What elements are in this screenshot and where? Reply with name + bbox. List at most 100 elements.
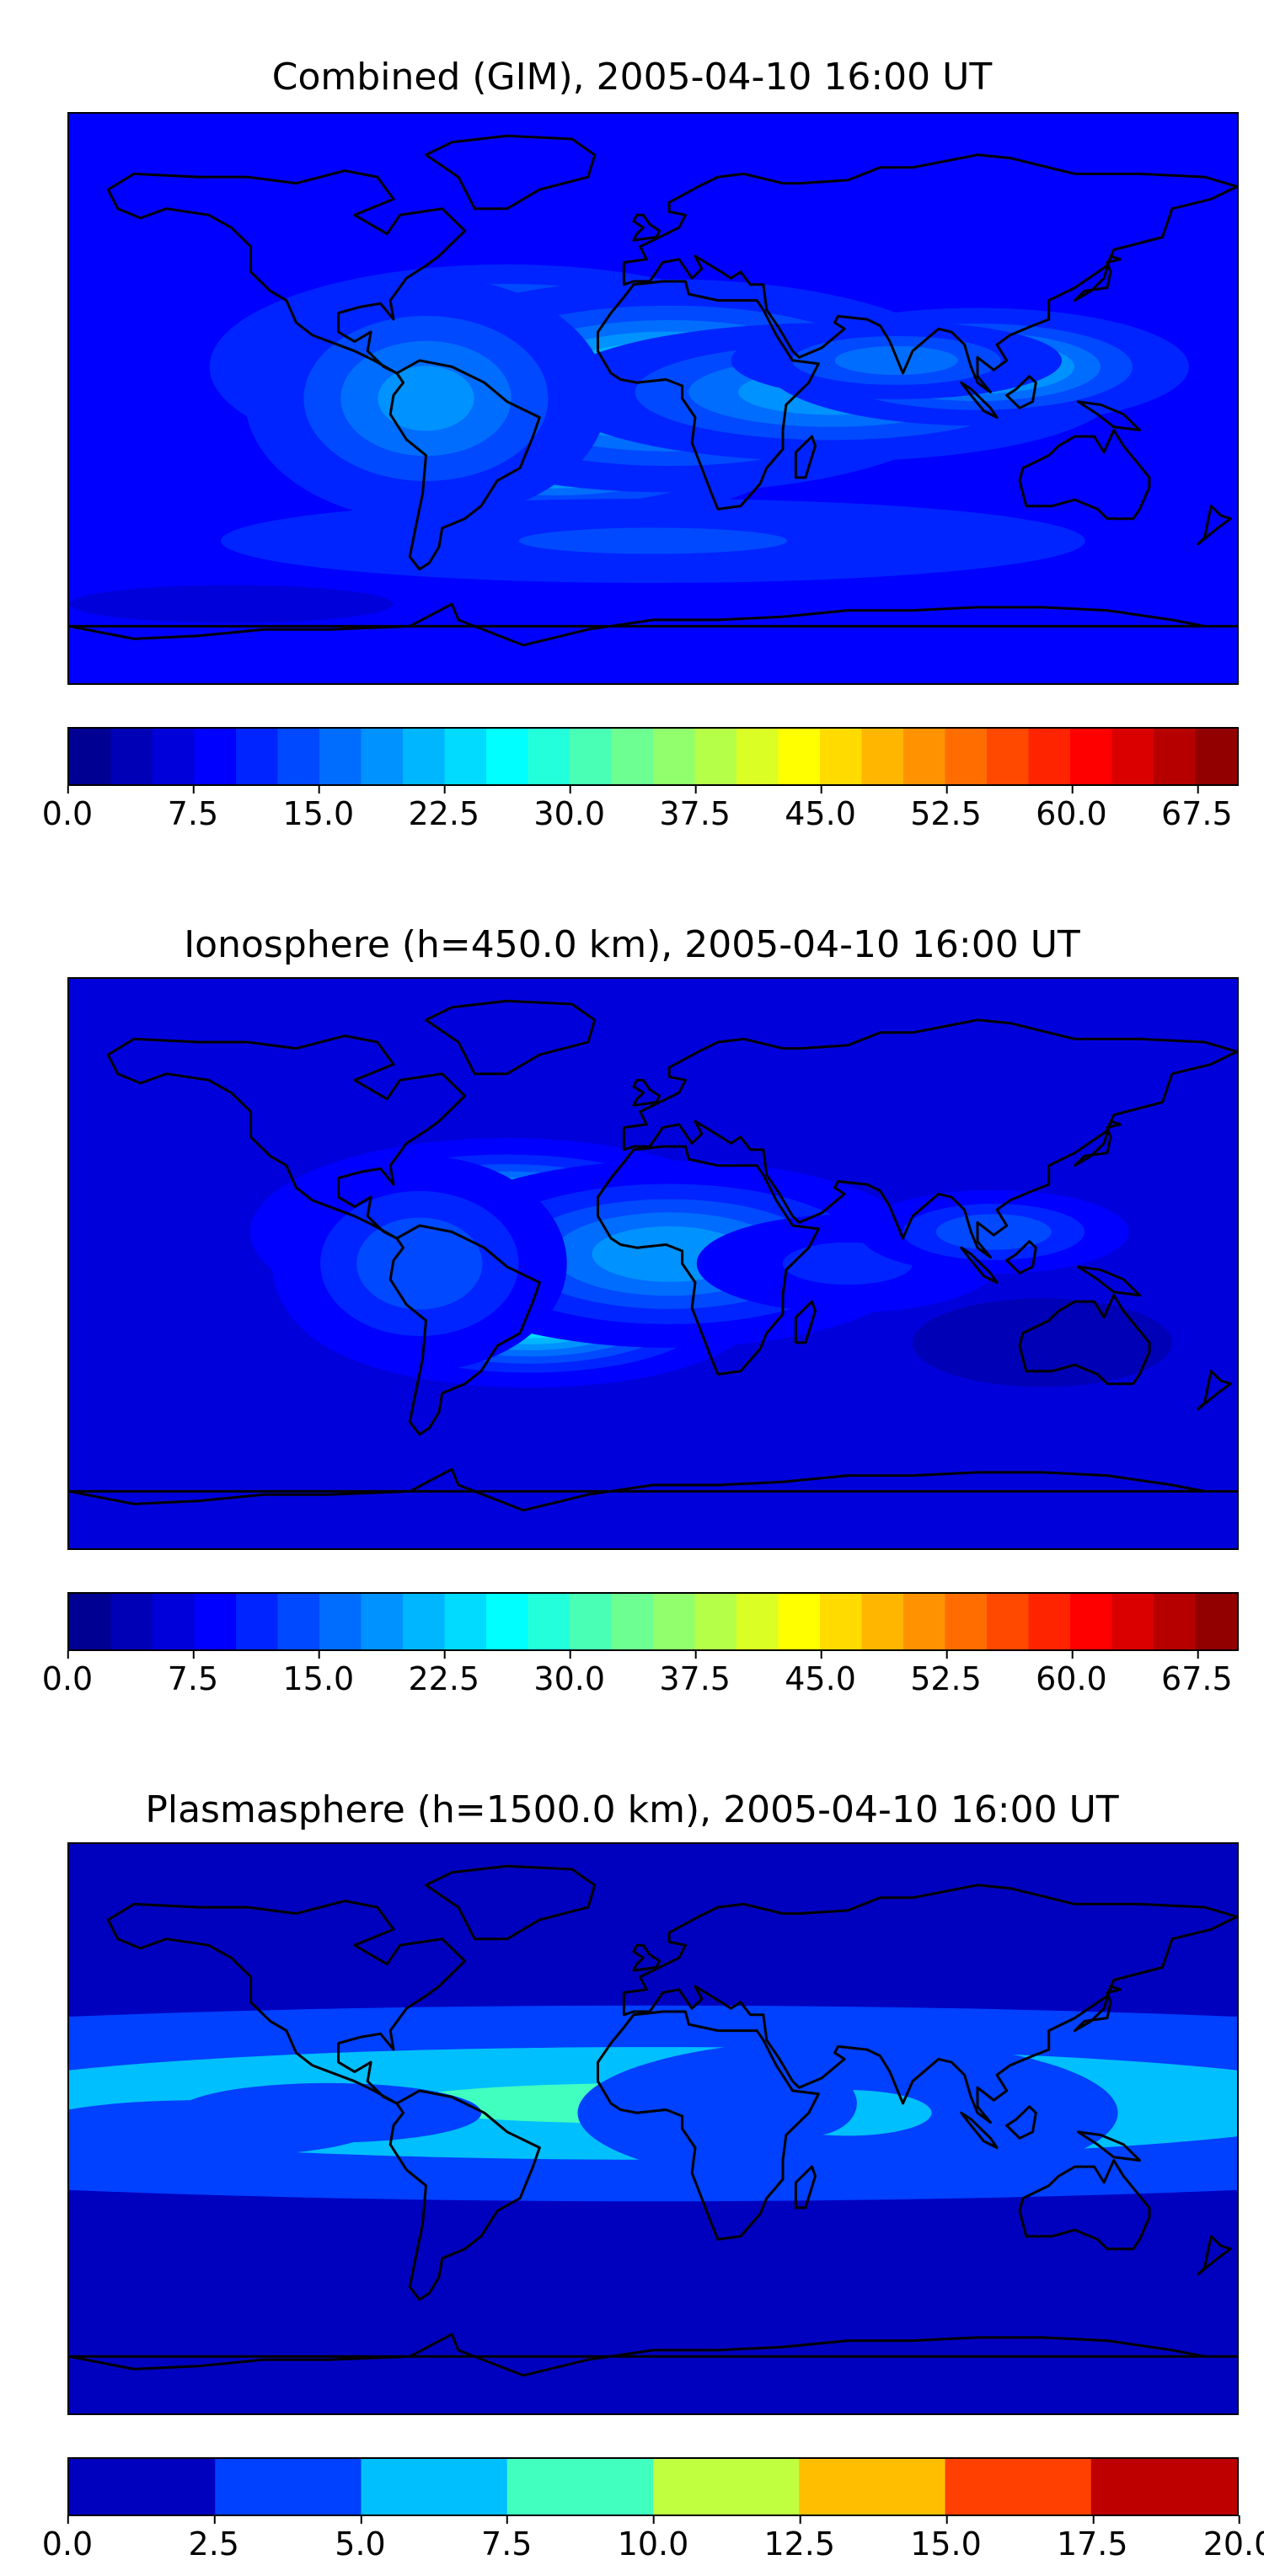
coastline bbox=[1005, 375, 1037, 409]
coastline bbox=[1076, 1265, 1141, 1297]
cbar2-tick: 10.0 bbox=[617, 2515, 689, 2563]
plasmasphere-colorbar bbox=[67, 2457, 1239, 2516]
coastline bbox=[794, 435, 817, 479]
combined-title: Combined (GIM), 2005-04-10 16:00 UT bbox=[271, 56, 993, 99]
colorbar-swatch bbox=[1028, 729, 1071, 784]
cbar1-tick: 30.0 bbox=[533, 1650, 606, 1697]
coastline bbox=[1018, 1294, 1151, 1386]
cbar0-tick: 60.0 bbox=[1036, 785, 1107, 832]
coastline bbox=[1018, 2159, 1151, 2251]
colorbar-swatch bbox=[736, 729, 779, 784]
colorbar-swatch bbox=[1111, 1594, 1154, 1649]
colorbar-swatch bbox=[444, 1594, 487, 1649]
coastline bbox=[1074, 254, 1122, 302]
coastline bbox=[632, 1078, 661, 1107]
colorbar-swatch bbox=[945, 1594, 988, 1649]
cbar2-tick: 20.0 bbox=[1203, 2515, 1264, 2563]
colorbar-swatch bbox=[736, 1594, 779, 1649]
colorbar-swatch bbox=[153, 729, 195, 784]
cbar1-tick: 60.0 bbox=[1036, 1650, 1107, 1697]
combined-colorbar-swatches bbox=[69, 729, 1237, 784]
coastline bbox=[597, 1145, 820, 1376]
colorbar-swatch bbox=[1195, 1594, 1237, 1649]
coastline bbox=[960, 2111, 999, 2149]
coastline bbox=[1197, 1370, 1232, 1411]
contour-field bbox=[69, 114, 1237, 683]
coastline bbox=[632, 213, 661, 242]
contour-level bbox=[760, 2070, 857, 2136]
ionosphere-map-plot bbox=[69, 979, 1237, 1548]
colorbar-swatch bbox=[361, 729, 404, 784]
coastlines bbox=[69, 134, 1237, 647]
ionosphere-map bbox=[67, 977, 1239, 1550]
cbar1-tick: 7.5 bbox=[167, 1650, 219, 1697]
colorbar-swatch bbox=[1028, 1594, 1071, 1649]
contour-low bbox=[913, 1298, 1172, 1387]
colorbar-swatch bbox=[653, 2459, 800, 2515]
colorbar-swatch bbox=[319, 1594, 362, 1649]
combined-map bbox=[67, 112, 1239, 685]
colorbar-swatch bbox=[570, 729, 613, 784]
coastline bbox=[69, 1467, 1237, 1512]
colorbar-swatch bbox=[215, 2459, 362, 2515]
combined-colorbar bbox=[67, 727, 1239, 786]
coastline bbox=[425, 999, 597, 1076]
plasmasphere-map bbox=[67, 1842, 1239, 2415]
cbar2-tick: 2.5 bbox=[188, 2515, 239, 2563]
colorbar-swatch bbox=[69, 1594, 112, 1649]
colorbar-swatch bbox=[1154, 1594, 1197, 1649]
colorbar-swatch bbox=[570, 1594, 613, 1649]
colorbar-swatch bbox=[611, 729, 654, 784]
coastline bbox=[69, 602, 1237, 647]
cbar1-tick: 15.0 bbox=[282, 1650, 355, 1697]
colorbar-swatch bbox=[820, 1594, 863, 1649]
coastline bbox=[388, 2089, 541, 2301]
ionosphere-title: Ionosphere (h=450.0 km), 2005-04-10 16:0… bbox=[184, 923, 1080, 966]
cbar0-tick: 30.0 bbox=[533, 785, 606, 832]
colorbar-swatch bbox=[361, 1594, 404, 1649]
colorbar-swatch bbox=[861, 729, 904, 784]
coastline bbox=[1076, 2130, 1141, 2162]
colorbar-swatch bbox=[861, 1594, 904, 1649]
contour-level bbox=[518, 527, 788, 554]
colorbar-swatch bbox=[506, 2459, 654, 2515]
combined-colorbar-ticks: 0.0 7.5 15.0 22.5 30.0 37.5 45.0 52.5 60… bbox=[42, 785, 1239, 846]
colorbar-swatch bbox=[778, 729, 821, 784]
colorbar-swatch bbox=[903, 1594, 946, 1649]
colorbar-swatch bbox=[194, 729, 237, 784]
colorbar-swatch bbox=[778, 1594, 821, 1649]
plasmasphere-map-plot bbox=[69, 1844, 1237, 2413]
contour-level bbox=[935, 1214, 1052, 1250]
contour-field bbox=[69, 1844, 1237, 2413]
cbar1-tick: 45.0 bbox=[785, 1650, 856, 1697]
colorbar-swatch bbox=[110, 1594, 153, 1649]
coastline bbox=[425, 134, 597, 211]
cbar1-tick: 67.5 bbox=[1161, 1650, 1233, 1697]
cbar2-tick: 5.0 bbox=[335, 2515, 386, 2563]
combined-map-plot bbox=[69, 114, 1237, 683]
coastline bbox=[106, 169, 467, 375]
cbar0-tick: 0.0 bbox=[41, 785, 94, 832]
colorbar-swatch bbox=[319, 729, 362, 784]
colorbar-swatch bbox=[653, 729, 696, 784]
coastline bbox=[1197, 2235, 1232, 2276]
cbar2-tick: 12.5 bbox=[763, 2515, 836, 2563]
contour-level bbox=[69, 2100, 374, 2157]
colorbar-swatch bbox=[486, 1594, 529, 1649]
coastline bbox=[106, 1900, 467, 2105]
coastline bbox=[1076, 400, 1141, 432]
colorbar-swatch bbox=[1195, 729, 1237, 784]
colorbar-swatch bbox=[403, 1594, 446, 1649]
colorbar-swatch bbox=[987, 729, 1030, 784]
coastline bbox=[960, 381, 999, 419]
plasmasphere-title: Plasmasphere (h=1500.0 km), 2005-04-10 1… bbox=[145, 1788, 1119, 1831]
coastline bbox=[1005, 2105, 1037, 2140]
plasmasphere-colorbar-ticks: 0.0 2.5 5.0 7.5 10.0 12.5 15.0 17.5 20.0 bbox=[42, 2515, 1264, 2576]
colorbar-swatch bbox=[945, 2459, 1092, 2515]
colorbar-swatch bbox=[277, 729, 320, 784]
colorbar-swatch bbox=[403, 729, 446, 784]
coastline bbox=[1018, 429, 1151, 521]
colorbar-swatch bbox=[820, 729, 863, 784]
colorbar-swatch bbox=[1070, 729, 1113, 784]
cbar0-tick: 67.5 bbox=[1161, 785, 1233, 832]
